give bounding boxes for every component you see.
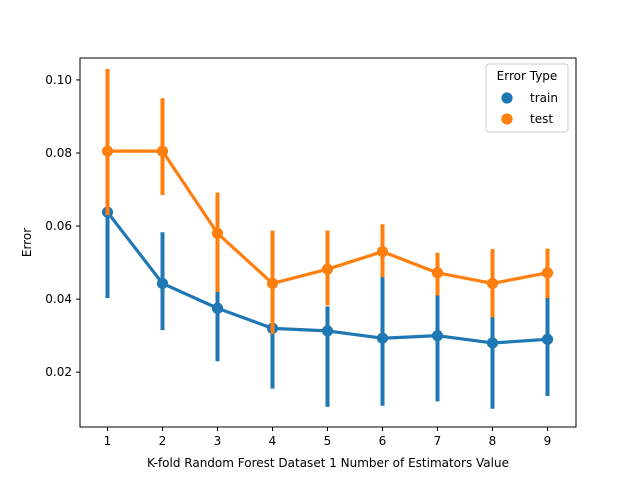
data-point-test bbox=[541, 267, 554, 279]
data-point-test bbox=[321, 263, 334, 275]
data-point-test bbox=[101, 145, 114, 157]
legend-label-train: train bbox=[530, 91, 558, 105]
data-point-test bbox=[266, 277, 279, 290]
x-tick-label: 9 bbox=[544, 434, 552, 448]
data-point-train bbox=[486, 337, 499, 349]
data-point-train bbox=[321, 325, 334, 337]
data-point-test bbox=[376, 246, 389, 258]
y-tick-label: 0.06 bbox=[45, 219, 72, 233]
data-point-test bbox=[156, 145, 169, 157]
x-axis-label: K-fold Random Forest Dataset 1 Number of… bbox=[147, 456, 509, 470]
x-tick-label: 7 bbox=[434, 434, 442, 448]
x-tick-label: 6 bbox=[379, 434, 387, 448]
y-tick-label: 0.02 bbox=[45, 365, 72, 379]
x-tick-label: 2 bbox=[159, 434, 167, 448]
legend: Error Type train test bbox=[485, 63, 569, 133]
data-point-test bbox=[211, 227, 224, 239]
data-point-train bbox=[431, 330, 444, 342]
legend-marker-train bbox=[501, 92, 513, 104]
data-point-test bbox=[431, 267, 444, 279]
data-point-train bbox=[211, 302, 224, 314]
y-tick-label: 0.08 bbox=[45, 146, 72, 160]
legend-label-test: test bbox=[530, 112, 553, 126]
y-tick-label: 0.04 bbox=[45, 292, 72, 306]
y-axis: 0.02 0.04 0.06 0.08 0.10 bbox=[45, 73, 80, 379]
x-tick-label: 8 bbox=[489, 434, 497, 448]
data-point-train bbox=[541, 333, 554, 345]
x-tick-label: 3 bbox=[214, 434, 222, 448]
data-point-test bbox=[486, 277, 499, 290]
x-tick-label: 1 bbox=[104, 434, 112, 448]
y-axis-label: Error bbox=[20, 228, 34, 257]
legend-marker-test bbox=[501, 113, 513, 125]
series-test bbox=[101, 68, 554, 334]
x-tick-label: 4 bbox=[269, 434, 277, 448]
series-layer bbox=[101, 68, 554, 409]
axes-frame bbox=[79, 57, 577, 428]
data-point-train bbox=[376, 332, 389, 344]
y-tick-label: 0.10 bbox=[45, 73, 72, 87]
x-tick-label: 5 bbox=[324, 434, 332, 448]
x-axis: 1 2 3 4 5 6 7 8 9 bbox=[104, 427, 552, 448]
legend-title: Error Type bbox=[497, 69, 558, 83]
data-point-train bbox=[156, 277, 169, 290]
